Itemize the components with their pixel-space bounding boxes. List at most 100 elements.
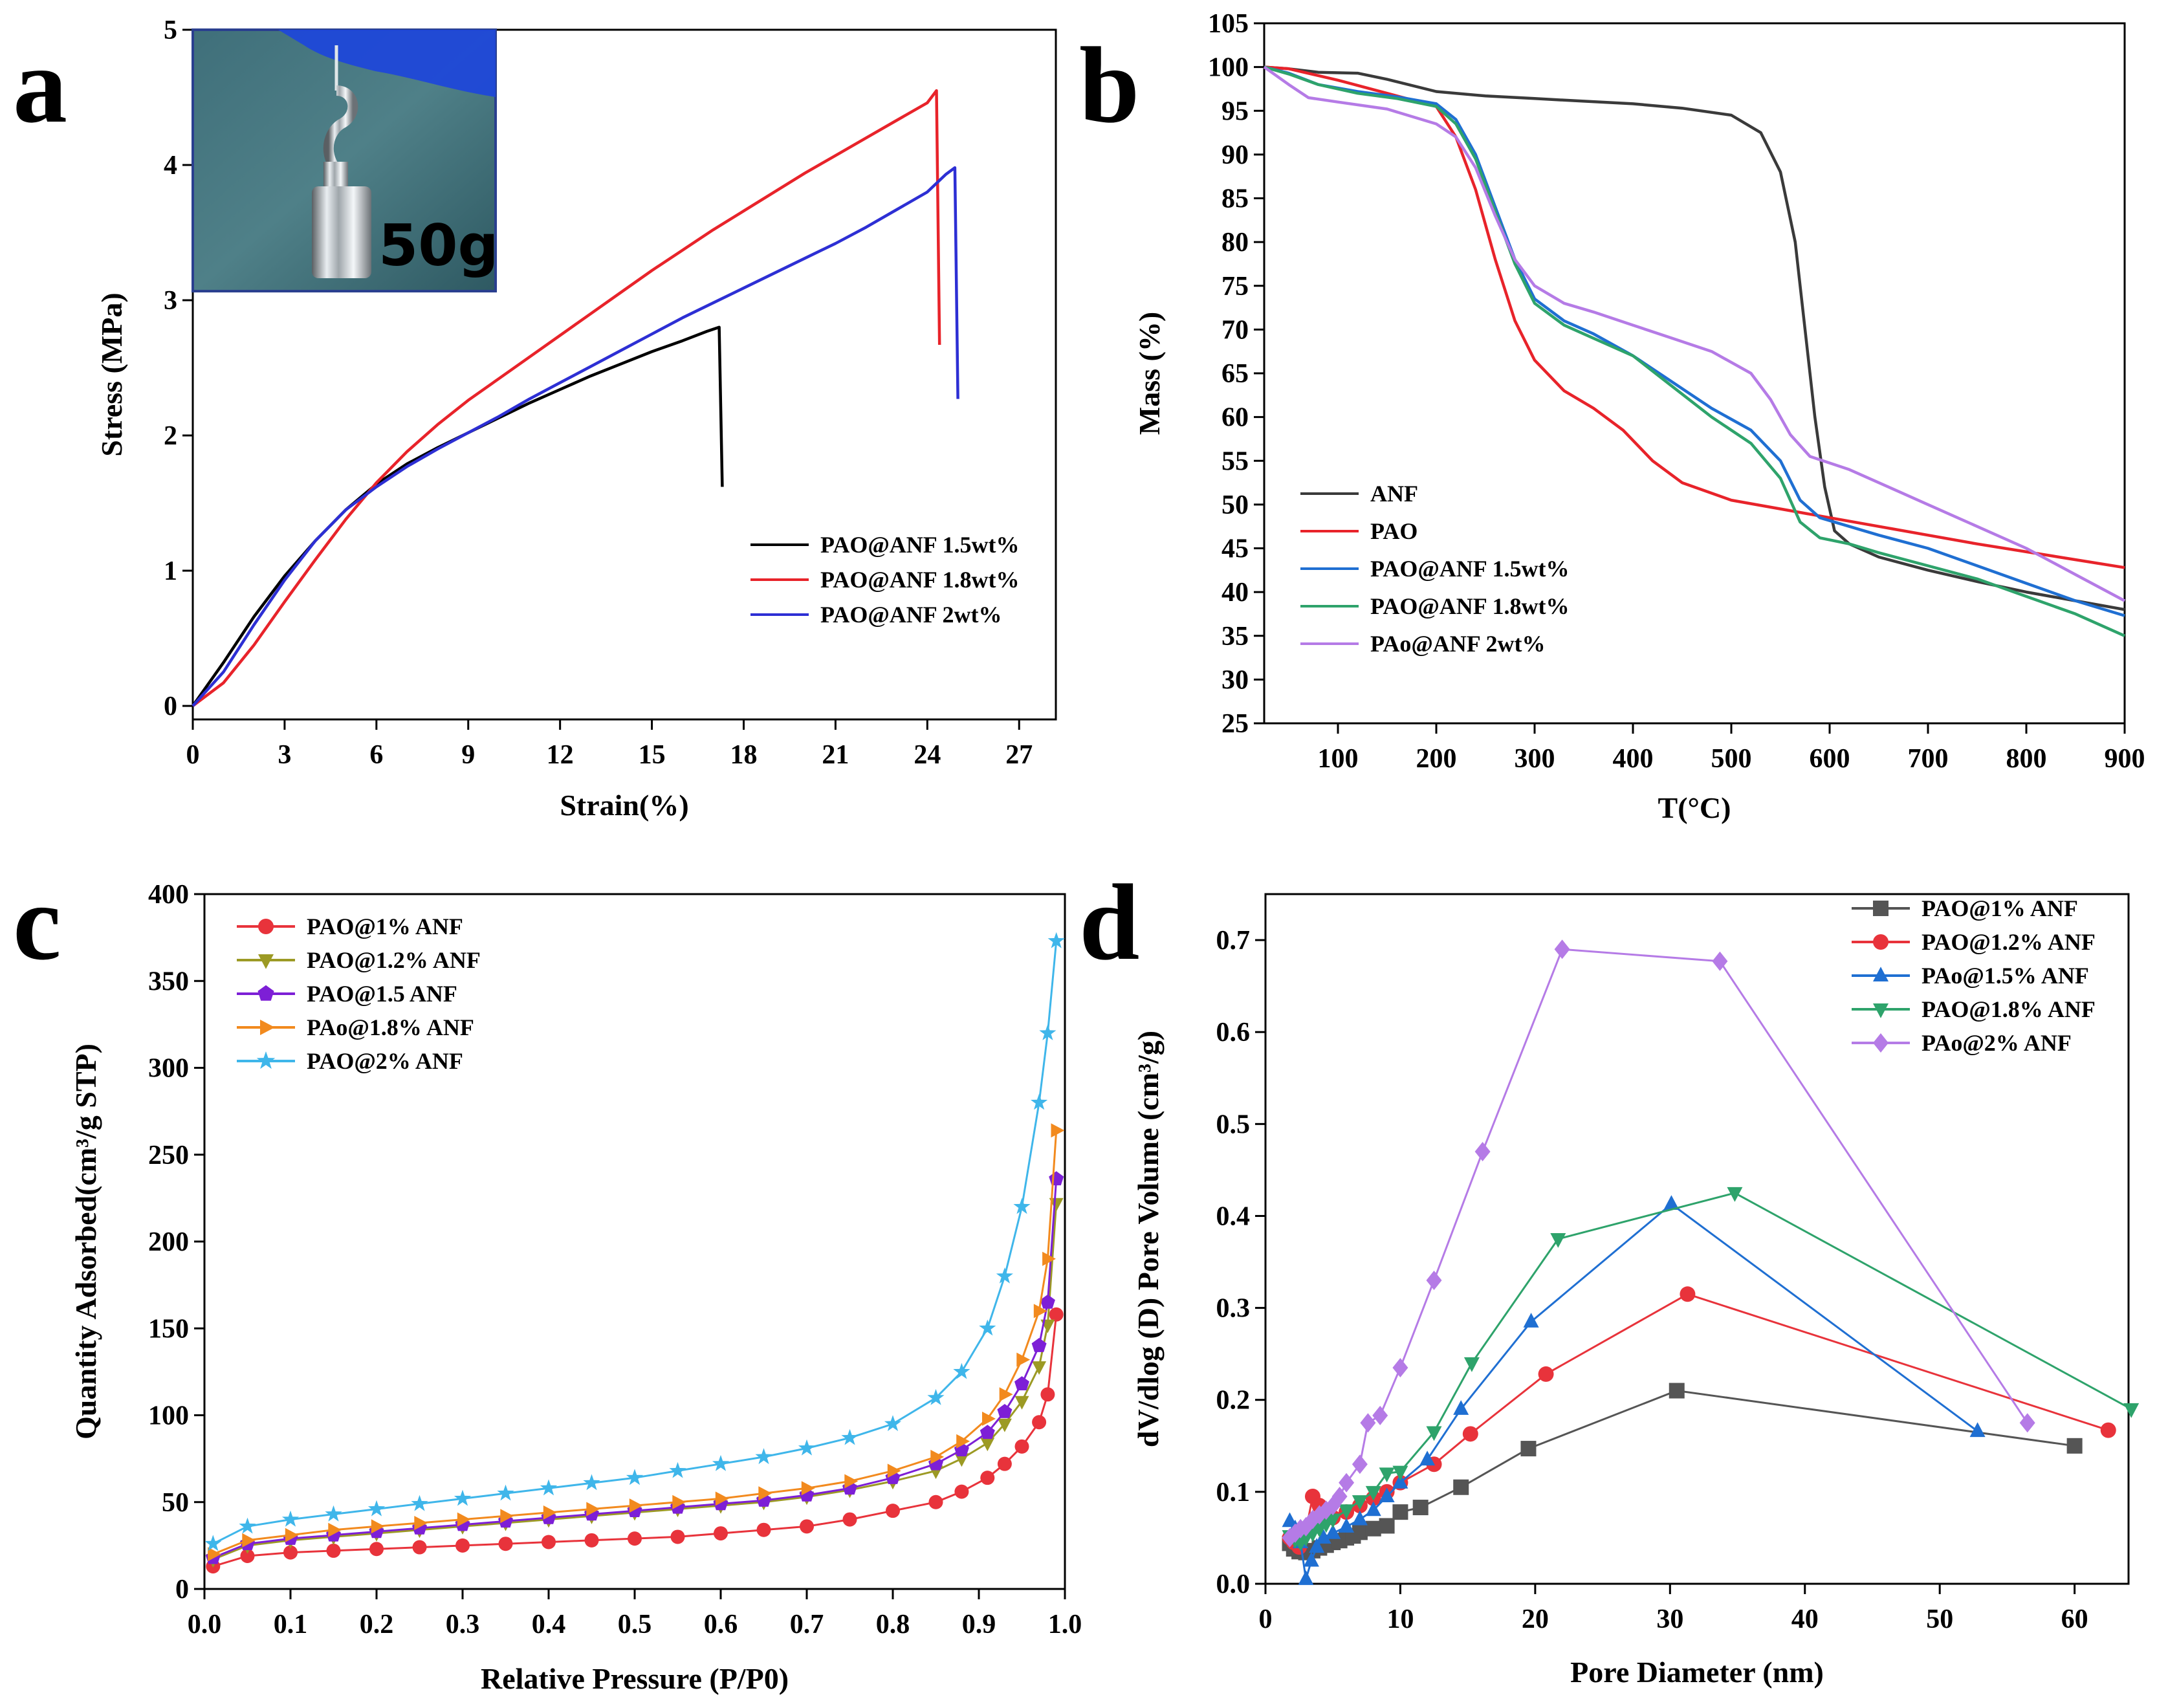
data-point <box>1309 1538 1325 1553</box>
legend-swatch-marker <box>1873 1003 1889 1018</box>
x-axis-label: Strain(%) <box>560 789 688 822</box>
x-tick-label: 0.6 <box>704 1610 738 1639</box>
legend-label: PAO@1% ANF <box>1922 895 2078 921</box>
data-point <box>800 1519 814 1534</box>
x-tick-label: 0.2 <box>360 1610 394 1639</box>
data-point <box>1712 951 1728 971</box>
series-line <box>1263 65 2126 602</box>
data-point <box>953 1363 970 1379</box>
series-0 <box>206 1307 1064 1574</box>
data-point <box>930 1449 945 1464</box>
x-tick-label: 900 <box>2105 744 2145 774</box>
legend-label: PAO@ANF 1.8wt% <box>1370 593 1569 619</box>
data-point <box>1365 1501 1381 1516</box>
y-tick-label: 105 <box>1208 9 1249 39</box>
series-line <box>192 325 724 707</box>
data-point <box>996 1267 1013 1284</box>
y-tick-label: 60 <box>1221 403 1249 433</box>
y-tick-label: 50 <box>1221 490 1249 520</box>
y-tick-label: 90 <box>1221 140 1249 170</box>
x-tick-label: 0.3 <box>446 1610 480 1639</box>
legend-label: PAo@ANF 2wt% <box>1370 631 1545 657</box>
data-point <box>1352 1524 1368 1540</box>
data-point <box>1315 1529 1331 1544</box>
y-tick-label: 0.0 <box>1216 1570 1251 1599</box>
y-tick-label: 2 <box>164 421 177 451</box>
data-point <box>956 1434 970 1449</box>
x-axis-label: Relative Pressure (P/P0) <box>481 1662 789 1695</box>
data-point <box>1325 1524 1341 1539</box>
weight-body <box>312 186 371 278</box>
data-point <box>1463 1357 1480 1372</box>
x-tick-label: 0.7 <box>790 1610 824 1639</box>
data-point <box>1379 1487 1395 1502</box>
legend-label: PAo@1.8% ANF <box>307 1014 474 1040</box>
y-axis-label: Mass (%) <box>1133 312 1166 435</box>
legend-swatch-marker <box>258 919 274 934</box>
data-point <box>1298 1570 1314 1585</box>
weight-photo-inset: 50g <box>192 28 498 292</box>
y-tick-label: 95 <box>1221 96 1249 126</box>
inset-label: 50g <box>378 212 498 279</box>
series-3 <box>208 1123 1065 1562</box>
data-point <box>1392 1358 1408 1377</box>
series-line <box>192 166 959 707</box>
data-point <box>801 1481 815 1496</box>
x-tick-label: 400 <box>1613 744 1654 774</box>
series-line <box>192 89 941 707</box>
legend-label: PAO@ANF 2wt% <box>820 602 1002 628</box>
data-point <box>1339 1518 1355 1533</box>
y-tick-label: 4 <box>164 151 177 181</box>
x-tick-label: 15 <box>639 740 666 770</box>
x-tick-label: 50 <box>1926 1604 1953 1634</box>
x-tick-label: 10 <box>1386 1604 1414 1634</box>
data-point <box>997 1418 1012 1432</box>
data-point <box>1392 1465 1408 1481</box>
x-tick-label: 0 <box>186 740 200 770</box>
data-point <box>1303 1551 1319 1567</box>
data-point <box>1550 1233 1566 1248</box>
data-point <box>979 1319 996 1336</box>
legend-label: PAO@1.8% ANF <box>1922 996 2096 1022</box>
data-point <box>1033 1304 1047 1319</box>
chart-panel-b: 100 200 300 400 500 600 700 800 900 25 30 35 40 45 50 5… <box>1133 9 2145 824</box>
x-tick-label: 6 <box>369 740 383 770</box>
legend-label: PAO <box>1370 518 1418 544</box>
y-axis-label: Quantity Adsorbed(cm³/g STP) <box>69 1044 102 1440</box>
data-point <box>454 1489 472 1506</box>
legend-swatch-marker <box>1873 934 1889 950</box>
legend-label: PAO@1.2% ANF <box>1922 929 2096 955</box>
data-point <box>1014 1439 1029 1454</box>
panel-label-c: c <box>13 862 61 983</box>
legend: ANF PAO PAO@ANF 1.5wt% PAO@ANF 1.8wt% PAo@AN… <box>1300 481 1569 657</box>
x-tick-label: 700 <box>1908 744 1949 774</box>
x-tick-label: 100 <box>1318 744 1359 774</box>
legend-swatch-marker <box>1873 1033 1889 1053</box>
panel-label-a: a <box>13 25 67 146</box>
y-tick-label: 100 <box>148 1401 189 1431</box>
data-point <box>999 1387 1013 1402</box>
panel-label-b: b <box>1079 25 1139 146</box>
data-point <box>1523 1313 1539 1328</box>
data-point <box>1047 932 1065 948</box>
x-axis-label: Pore Diameter (nm) <box>1570 1656 1824 1689</box>
data-point <box>1365 1485 1381 1501</box>
weight-hook <box>323 85 358 168</box>
data-point <box>2066 1438 2083 1454</box>
x-tick-label: 18 <box>730 740 757 770</box>
data-point <box>670 1529 685 1544</box>
series-line <box>1289 1192 2132 1544</box>
data-point <box>1352 1495 1368 1510</box>
data-point <box>841 1429 859 1445</box>
x-tick-label: 40 <box>1791 1604 1819 1634</box>
series-3 <box>1264 65 2125 637</box>
data-point <box>1339 1473 1355 1493</box>
legend-swatch-marker <box>258 954 274 969</box>
y-tick-label: 3 <box>164 286 177 316</box>
data-point <box>715 1491 729 1506</box>
data-point <box>756 1522 771 1537</box>
y-tick-label: 0.2 <box>1216 1386 1251 1416</box>
data-point <box>1031 1338 1047 1352</box>
y-tick-label: 0.7 <box>1216 926 1251 956</box>
legend-swatch-marker <box>260 1020 275 1035</box>
